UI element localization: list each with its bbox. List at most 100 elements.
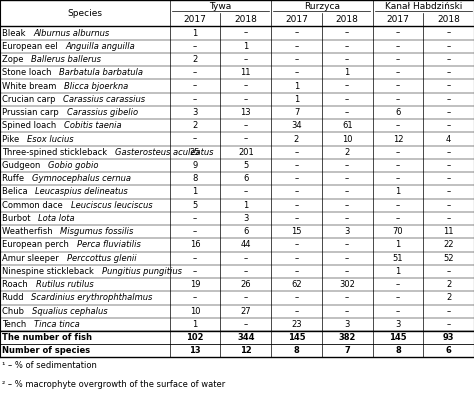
Text: –: – — [244, 81, 248, 90]
Text: –: – — [447, 42, 451, 51]
Text: –: – — [396, 161, 400, 170]
Text: 1: 1 — [243, 201, 248, 210]
Text: –: – — [447, 188, 451, 196]
Text: 2: 2 — [192, 121, 198, 130]
Text: 9: 9 — [192, 161, 198, 170]
Text: Leuciscus leuciscus: Leuciscus leuciscus — [71, 201, 152, 210]
Text: –: – — [447, 320, 451, 329]
Text: 2: 2 — [294, 135, 299, 143]
Text: –: – — [294, 161, 299, 170]
Text: 51: 51 — [392, 254, 403, 263]
Text: 8: 8 — [293, 346, 300, 356]
Text: 2: 2 — [345, 148, 350, 157]
Text: –: – — [447, 174, 451, 183]
Text: –: – — [193, 42, 197, 51]
Text: 93: 93 — [443, 333, 455, 342]
Text: –: – — [396, 121, 400, 130]
Text: –: – — [244, 95, 248, 104]
Text: Crucian carp: Crucian carp — [2, 95, 63, 104]
Text: 1: 1 — [192, 188, 198, 196]
Text: –: – — [447, 214, 451, 223]
Text: –: – — [345, 95, 349, 104]
Text: –: – — [447, 68, 451, 77]
Text: –: – — [244, 28, 248, 38]
Text: 1: 1 — [294, 95, 299, 104]
Text: –: – — [244, 135, 248, 143]
Text: –: – — [294, 254, 299, 263]
Text: Prussian carp: Prussian carp — [2, 108, 66, 117]
Text: –: – — [294, 28, 299, 38]
Text: –: – — [447, 28, 451, 38]
Text: –: – — [244, 55, 248, 64]
Text: Pungitius pungitius: Pungitius pungitius — [101, 267, 182, 276]
Text: 102: 102 — [186, 333, 204, 342]
Text: Squalius cephalus: Squalius cephalus — [32, 307, 108, 316]
Text: –: – — [294, 214, 299, 223]
Text: Roach: Roach — [2, 280, 36, 289]
Text: 382: 382 — [338, 333, 356, 342]
Text: 70: 70 — [392, 227, 403, 236]
Text: –: – — [244, 293, 248, 303]
Text: –: – — [345, 42, 349, 51]
Text: 1: 1 — [395, 241, 401, 249]
Text: 2017: 2017 — [183, 15, 207, 24]
Text: –: – — [193, 68, 197, 77]
Text: 25: 25 — [190, 148, 201, 157]
Text: –: – — [396, 307, 400, 316]
Text: Zope: Zope — [2, 55, 31, 64]
Text: –: – — [193, 293, 197, 303]
Text: 7: 7 — [344, 346, 350, 356]
Text: 8: 8 — [395, 346, 401, 356]
Text: Carassius gibelio: Carassius gibelio — [66, 108, 137, 117]
Text: 8: 8 — [192, 174, 198, 183]
Text: –: – — [447, 201, 451, 210]
Text: –: – — [345, 293, 349, 303]
Text: 4: 4 — [446, 135, 451, 143]
Text: –: – — [294, 68, 299, 77]
Text: –: – — [294, 42, 299, 51]
Text: 1: 1 — [294, 81, 299, 90]
Text: Gasterosteus aculeatus: Gasterosteus aculeatus — [115, 148, 213, 157]
Text: Barbatula barbatula: Barbatula barbatula — [59, 68, 143, 77]
Text: Stone loach: Stone loach — [2, 68, 59, 77]
Text: 23: 23 — [291, 320, 302, 329]
Text: Tench: Tench — [2, 320, 34, 329]
Text: –: – — [396, 68, 400, 77]
Text: 145: 145 — [288, 333, 305, 342]
Text: 12: 12 — [392, 135, 403, 143]
Text: Gymnocephalus cernua: Gymnocephalus cernua — [32, 174, 131, 183]
Text: Kanał Habdziński: Kanał Habdziński — [384, 2, 462, 11]
Text: –: – — [193, 254, 197, 263]
Text: Misgumus fossilis: Misgumus fossilis — [60, 227, 134, 236]
Text: 19: 19 — [190, 280, 201, 289]
Text: Number of species: Number of species — [2, 346, 90, 356]
Text: –: – — [294, 201, 299, 210]
Text: –: – — [447, 121, 451, 130]
Text: –: – — [396, 28, 400, 38]
Text: –: – — [345, 214, 349, 223]
Text: 34: 34 — [291, 121, 302, 130]
Text: Lota lota: Lota lota — [38, 214, 75, 223]
Text: 6: 6 — [395, 108, 401, 117]
Text: –: – — [396, 95, 400, 104]
Text: 6: 6 — [243, 174, 248, 183]
Text: Rurzyca: Rurzyca — [304, 2, 340, 11]
Text: Gobio gobio: Gobio gobio — [48, 161, 99, 170]
Text: Perca fluviatilis: Perca fluviatilis — [77, 241, 140, 249]
Text: 344: 344 — [237, 333, 255, 342]
Text: 22: 22 — [443, 241, 454, 249]
Text: 12: 12 — [240, 346, 252, 356]
Text: 2: 2 — [446, 293, 451, 303]
Text: –: – — [193, 95, 197, 104]
Text: –: – — [345, 161, 349, 170]
Text: –: – — [193, 135, 197, 143]
Text: The number of fish: The number of fish — [2, 333, 92, 342]
Text: 6: 6 — [446, 346, 452, 356]
Text: Tywa: Tywa — [210, 2, 231, 11]
Text: Amur sleeper: Amur sleeper — [2, 254, 66, 263]
Text: 6: 6 — [243, 227, 248, 236]
Text: 1: 1 — [395, 267, 401, 276]
Text: –: – — [193, 267, 197, 276]
Text: –: – — [396, 42, 400, 51]
Text: 13: 13 — [240, 108, 251, 117]
